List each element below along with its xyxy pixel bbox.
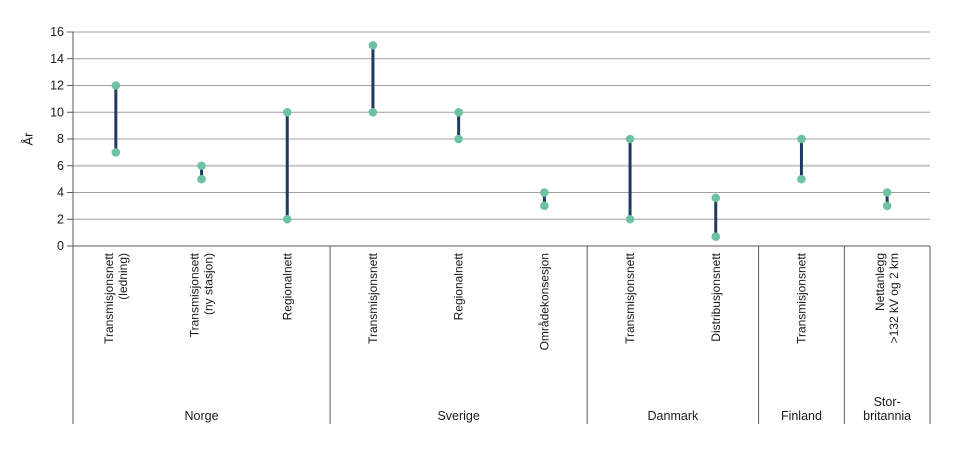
category-label: Transmisjonsnett bbox=[366, 252, 380, 344]
category-label: Transmisjonsnett bbox=[102, 252, 116, 344]
range-marker-min bbox=[282, 214, 292, 224]
y-tick-label: 12 bbox=[50, 79, 64, 93]
category-label: Områdekonsesjon bbox=[537, 253, 551, 350]
range-marker-min bbox=[625, 214, 635, 224]
category-label: Transmisjonsnett bbox=[794, 252, 808, 344]
group-label: Norge bbox=[185, 409, 219, 423]
category-label: Transmisjonsett bbox=[188, 252, 202, 337]
category-label: Distribusjonsnett bbox=[709, 252, 723, 341]
group-label: Finland bbox=[781, 409, 822, 423]
y-tick-label: 14 bbox=[50, 52, 64, 66]
range-marker-min bbox=[368, 107, 378, 117]
group-label: Sverige bbox=[437, 409, 479, 423]
range-marker-max bbox=[797, 134, 806, 144]
range-marker-min bbox=[540, 201, 549, 211]
y-tick-label: 8 bbox=[57, 132, 64, 146]
range-marker-max bbox=[368, 41, 378, 50]
category-label: >132 kV og 2 km bbox=[887, 253, 901, 343]
y-tick-label: 2 bbox=[57, 212, 64, 226]
range-marker-min bbox=[111, 148, 121, 157]
range-marker-min bbox=[882, 201, 892, 211]
range-marker-max bbox=[197, 161, 206, 171]
range-marker-max bbox=[282, 107, 292, 117]
range-marker-min bbox=[711, 232, 721, 241]
y-axis-title: År bbox=[21, 132, 36, 146]
category-label: Nettanlegg bbox=[873, 253, 887, 311]
range-marker-min bbox=[454, 134, 463, 144]
y-tick-label: 16 bbox=[50, 25, 64, 39]
category-label: (ny stasjon) bbox=[202, 253, 216, 315]
y-tick-label: 6 bbox=[57, 159, 64, 173]
category-label: (ledning) bbox=[116, 253, 130, 300]
range-marker-max bbox=[454, 107, 463, 117]
group-label: Danmark bbox=[648, 409, 699, 423]
range-marker-min bbox=[197, 174, 206, 184]
range-marker-max bbox=[625, 134, 635, 144]
range-marker-max bbox=[540, 188, 549, 197]
category-label: Regionalnett bbox=[280, 252, 294, 320]
range-marker-max bbox=[711, 193, 721, 203]
range-marker-min bbox=[797, 174, 806, 184]
group-label: britannia bbox=[863, 409, 911, 423]
range-marker-max bbox=[882, 188, 892, 197]
group-label: Stor- bbox=[874, 395, 901, 409]
y-tick-label: 10 bbox=[50, 105, 64, 119]
range-marker-max bbox=[111, 81, 121, 90]
y-tick-label: 0 bbox=[57, 239, 64, 253]
category-label: Regionalnett bbox=[452, 252, 466, 320]
y-tick-label: 4 bbox=[57, 186, 64, 200]
category-label: Transmisjonsnett bbox=[623, 252, 637, 344]
